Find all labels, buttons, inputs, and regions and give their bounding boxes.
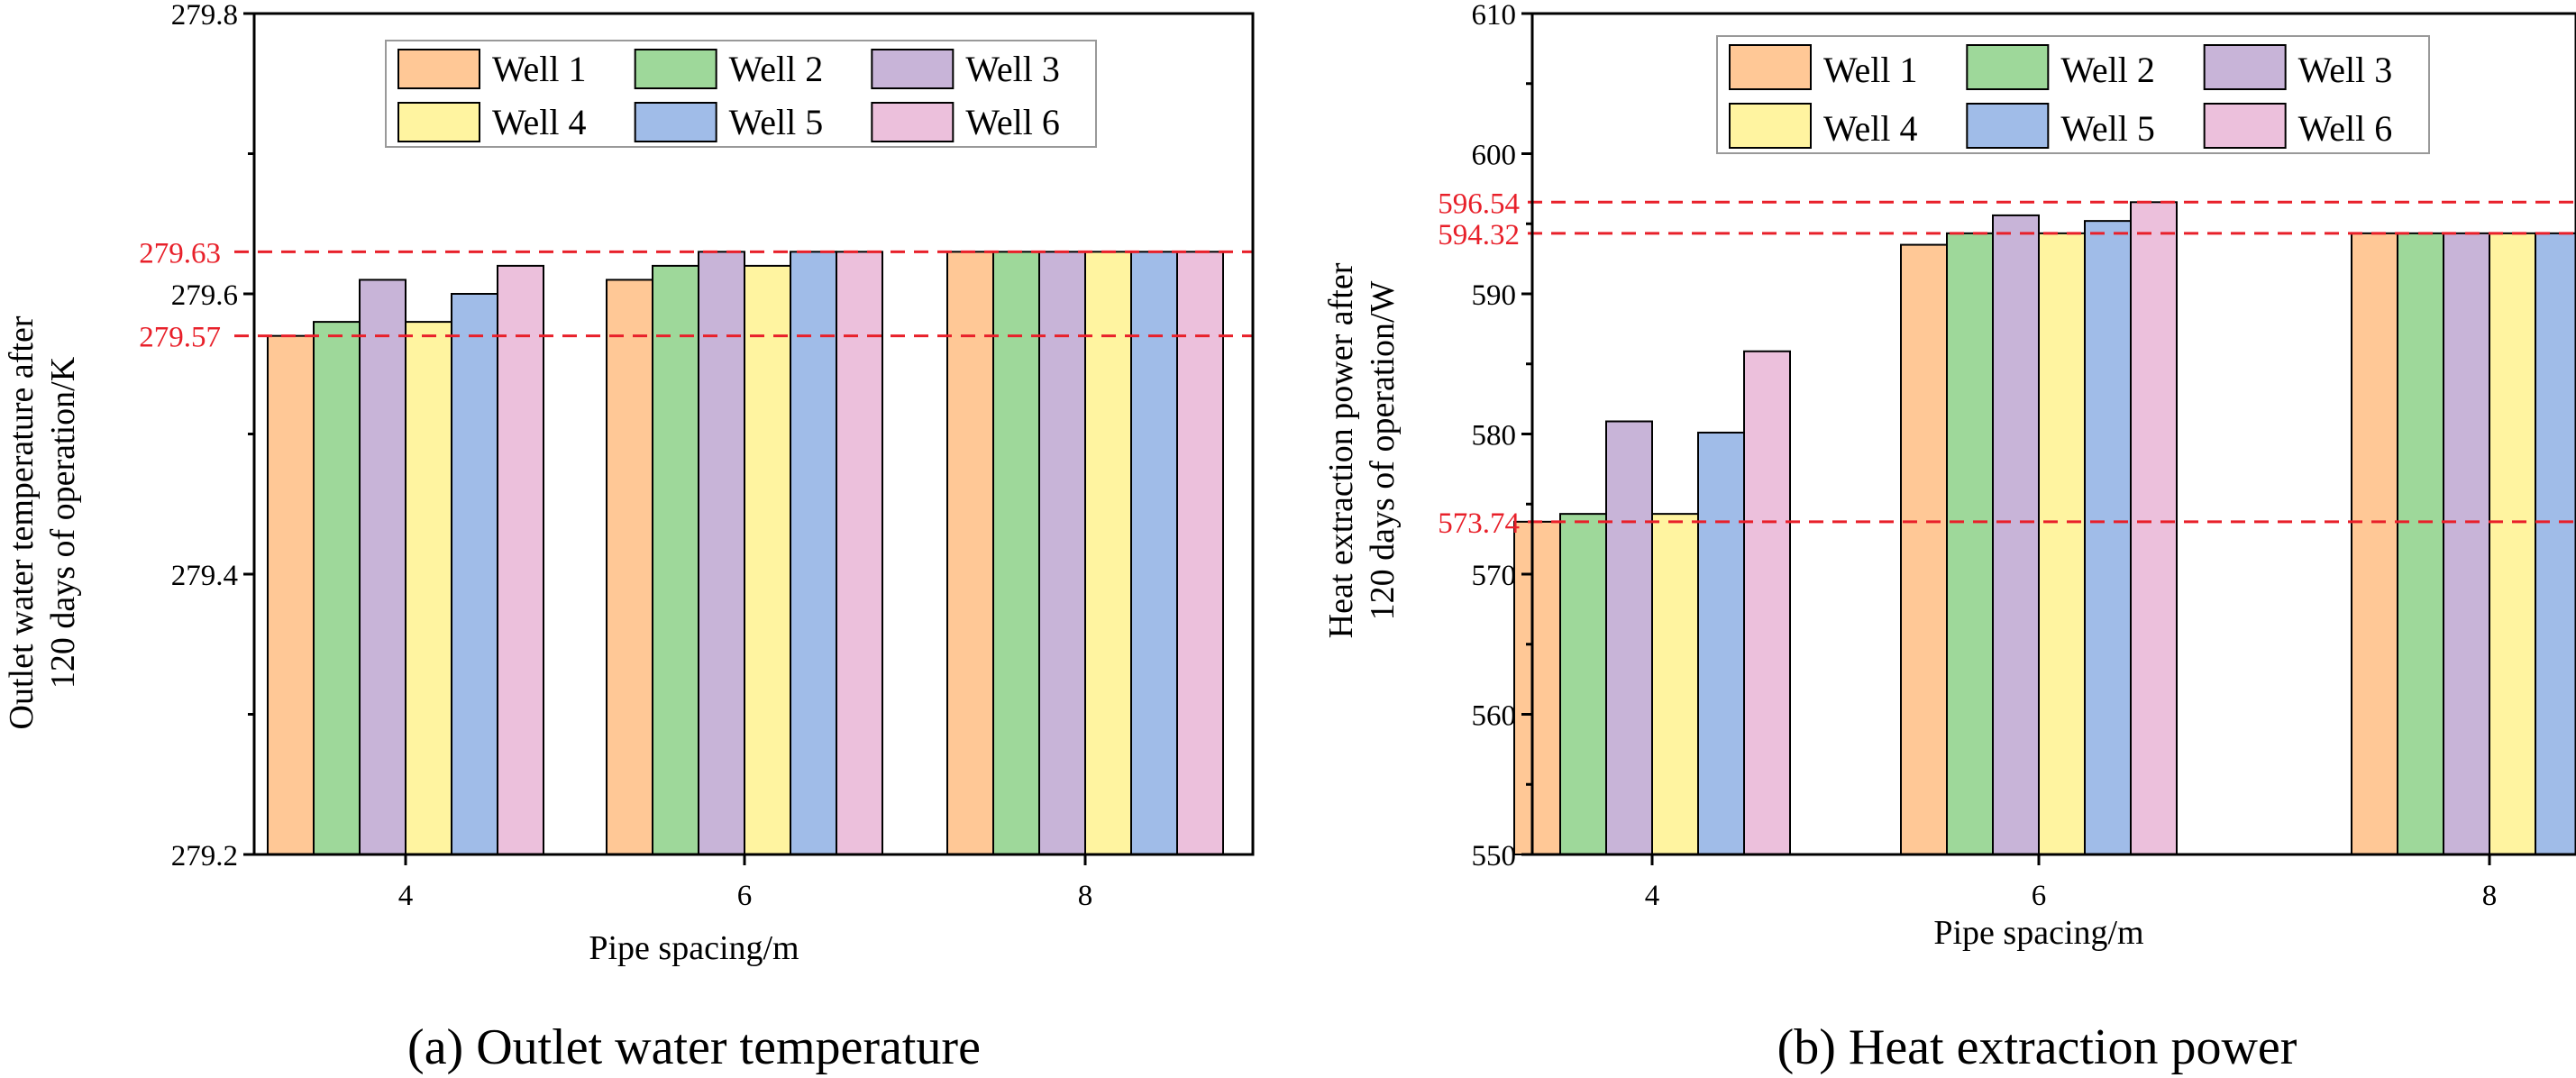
legend-box [1716,35,2430,154]
bar-well-4-spacing-4 [1651,513,1699,855]
y-tick-label-600: 600 [1472,140,1517,172]
legend-label-well-5: Well 5 [729,102,824,142]
y-tick-label-610: 610 [1472,0,1517,32]
bar-well-5-spacing-4 [1697,431,1745,855]
panel-b-caption: (b) Heat extraction power [1777,1019,2297,1075]
legend-swatch-well-1 [397,49,480,89]
bar-well-4-spacing-8 [2489,232,2536,856]
y-tick-label-279.6: 279.6 [171,279,238,312]
y-tick-label-570: 570 [1472,560,1517,592]
reference-label-279.57: 279.57 [139,322,221,354]
bar-well-6-spacing-4 [1743,350,1791,855]
bar-well-1-spacing-8 [2351,232,2398,856]
legend-label-well-2: Well 2 [729,49,824,89]
bar-well-5-spacing-4 [451,293,498,855]
panel-b-y-axis-label-line2: 120 days of operation/W [1364,280,1402,620]
bar-well-1-spacing-4 [267,334,315,855]
bar-well-3-spacing-8 [2443,232,2490,856]
legend-swatch-well-3 [871,49,955,89]
legend-swatch-well-6 [2203,103,2287,149]
panel-b-y-axis-label-line1: Heat extraction power after [1322,262,1360,638]
bar-well-1-spacing-4 [1513,520,1561,856]
y-tick-label-279.8: 279.8 [171,0,238,32]
panel-b-x-axis-label: Pipe spacing/m [1933,914,2143,952]
x-tick-label-6: 6 [2032,880,2047,912]
bar-well-5-spacing-8 [2535,232,2576,856]
legend-label-well-1: Well 1 [492,49,587,89]
x-tick-label-8: 8 [2482,880,2498,912]
bar-well-3-spacing-4 [359,279,406,855]
reference-label-573.74: 573.74 [1438,507,1520,540]
panel-a-y-axis-label-line2: 120 days of operation/K [44,356,82,689]
y-tick-label-550: 550 [1472,840,1517,872]
legend-swatch-well-2 [634,49,717,89]
bar-well-4-spacing-6 [744,264,791,855]
bar-well-6-spacing-6 [2130,201,2178,856]
panel-b-heat-extraction-chart: (b) Heat extraction power Pipe spacing/m… [1322,0,2576,1075]
bar-well-1-spacing-6 [606,279,653,855]
bar-well-1-spacing-8 [946,251,994,856]
legend-label-well-4: Well 4 [492,102,587,142]
panel-a-y-axis-label-line1: Outlet water temperature after [3,315,41,729]
legend-label-well-2: Well 2 [2060,50,2155,90]
bar-well-4-spacing-6 [2038,232,2086,856]
reference-label-596.54: 596.54 [1438,187,1520,220]
legend-label-well-3: Well 3 [2298,50,2393,90]
bar-well-3-spacing-6 [698,251,745,856]
bar-well-5-spacing-8 [1130,251,1178,856]
y-tick-label-580: 580 [1472,420,1517,452]
legend-label-well-5: Well 5 [2060,108,2155,149]
bar-well-6-spacing-6 [836,251,883,856]
bar-well-2-spacing-4 [313,321,361,856]
bar-well-2-spacing-8 [2397,232,2444,856]
panel-a-caption: (a) Outlet water temperature [407,1019,981,1075]
x-tick-label-6: 6 [737,880,753,912]
bar-well-3-spacing-4 [1605,420,1653,855]
x-tick-label-4: 4 [1645,880,1660,912]
y-tick-label-279.2: 279.2 [171,840,238,872]
legend-swatch-well-4 [1729,103,1812,149]
legend-swatch-well-1 [1729,44,1812,90]
panel-a-outlet-temperature-chart: (a) Outlet water temperature Pipe spacin… [3,0,1255,1075]
reference-label-279.63: 279.63 [139,237,221,270]
legend-label-well-6: Well 6 [965,102,1060,142]
legend-label-well-6: Well 6 [2298,108,2393,149]
panel-a-x-axis-label: Pipe spacing/m [589,929,799,967]
bar-well-2-spacing-6 [652,264,699,855]
x-tick-label-4: 4 [398,880,414,912]
bar-well-2-spacing-8 [992,251,1040,856]
y-tick-label-590: 590 [1472,279,1517,312]
bar-well-6-spacing-4 [497,264,544,855]
bar-well-2-spacing-4 [1559,513,1607,855]
bar-well-4-spacing-4 [405,321,452,856]
bar-well-5-spacing-6 [790,251,837,856]
legend-swatch-well-4 [397,102,480,142]
y-tick-label-560: 560 [1472,700,1517,733]
legend-label-well-3: Well 3 [965,49,1060,89]
bar-well-3-spacing-6 [1992,214,2040,856]
bar-well-4-spacing-8 [1084,251,1132,856]
legend-swatch-well-3 [2203,44,2287,90]
reference-label-594.32: 594.32 [1438,219,1520,251]
bar-well-6-spacing-8 [1176,251,1224,856]
legend-swatch-well-5 [634,102,717,142]
bar-well-2-spacing-6 [1946,232,1994,856]
legend-swatch-well-5 [1966,103,2050,149]
legend-label-well-4: Well 4 [1823,108,1918,149]
bar-well-1-spacing-6 [1900,243,1948,855]
x-tick-label-8: 8 [1078,880,1093,912]
legend-swatch-well-2 [1966,44,2050,90]
y-tick-label-279.4: 279.4 [171,560,238,592]
bar-well-5-spacing-6 [2084,220,2132,855]
legend-box [385,40,1097,148]
bar-well-3-spacing-8 [1038,251,1086,856]
legend-label-well-1: Well 1 [1823,50,1918,90]
legend-swatch-well-6 [871,102,955,142]
